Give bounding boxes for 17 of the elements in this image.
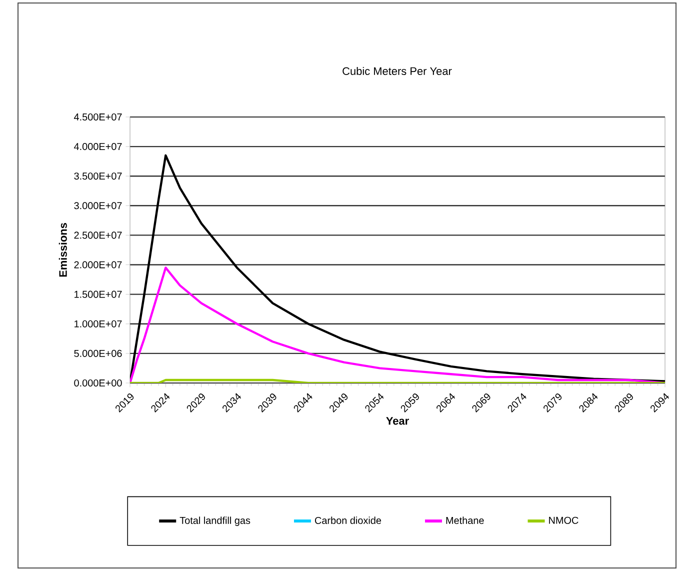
y-tick-label: 2.000E+07	[74, 261, 122, 268]
legend-label: Methane	[446, 516, 484, 524]
y-tick-label: 2.500E+07	[74, 232, 122, 239]
y-tick-label: 0.000E+00	[74, 379, 122, 387]
legend-label: Carbon dioxide	[314, 516, 382, 524]
y-tick-label: 4.000E+07	[74, 143, 122, 150]
legend-label: Total landfill gas	[180, 516, 250, 526]
legend-label: NMOC	[549, 516, 578, 524]
chart-title: Cubic Meters Per Year	[342, 66, 452, 76]
x-axis-title: Year	[386, 417, 409, 425]
y-tick-label: 3.000E+07	[74, 202, 122, 210]
y-tick-label: 4.500E+07	[74, 113, 122, 121]
y-tick-label: 1.500E+07	[74, 290, 122, 298]
y-axis-title: Emissions	[58, 223, 67, 277]
y-tick-label: 3.500E+07	[74, 172, 122, 180]
y-tick-label: 5.000E+06	[74, 350, 122, 357]
y-tick-label: 1.000E+07	[74, 320, 122, 328]
